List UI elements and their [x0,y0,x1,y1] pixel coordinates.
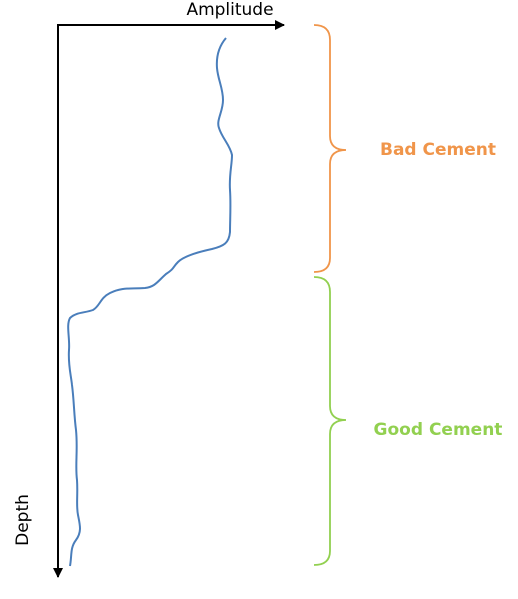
x-axis-label: Amplitude [186,0,273,20]
zone-label: Bad Cement [380,140,496,160]
bad-cement-brace [313,24,347,273]
amplitude-curve [67,37,234,567]
zone-label: Good Cement [374,420,503,440]
y-axis-label: Depth [13,494,33,546]
good-cement-brace [313,276,347,566]
